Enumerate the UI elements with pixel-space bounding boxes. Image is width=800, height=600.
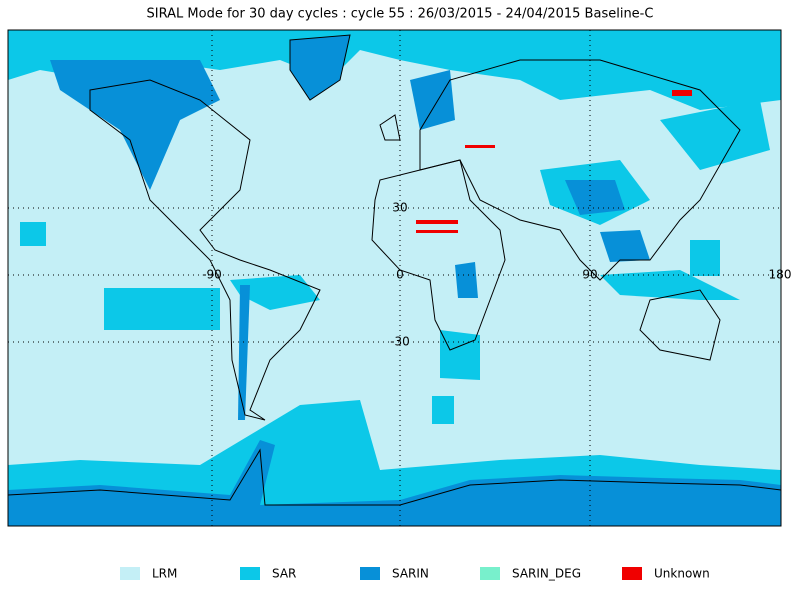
map: -90 0 90 180 30 -30	[7, 29, 791, 527]
legend-swatch	[480, 567, 500, 580]
legend-swatch	[120, 567, 140, 580]
legend-swatch	[360, 567, 380, 580]
lon-label: 90	[582, 268, 597, 282]
lon-labels: -90 0 90 180	[202, 268, 791, 282]
lon-label: -90	[202, 268, 222, 282]
legend-swatch	[622, 567, 642, 580]
lon-label: 180	[769, 268, 792, 282]
lat-label: 30	[392, 201, 407, 215]
legend-label: SAR	[272, 567, 296, 581]
legend-label: SARIN	[392, 567, 429, 581]
legend-swatch	[240, 567, 260, 580]
lon-label: 0	[396, 268, 404, 282]
lat-label: -30	[390, 335, 410, 349]
unknown-regions	[416, 90, 692, 233]
lat-labels: 30 -30	[390, 201, 410, 349]
map-title: SIRAL Mode for 30 day cycles : cycle 55 …	[147, 7, 654, 22]
map-frame	[7, 29, 782, 527]
legend-label: SARIN_DEG	[512, 567, 581, 581]
legend-label: LRM	[152, 567, 177, 581]
legend-label: Unknown	[654, 567, 710, 581]
sarin-regions	[8, 35, 781, 526]
legend: LRM SAR SARIN SARIN_DEG Unknown	[120, 567, 710, 581]
